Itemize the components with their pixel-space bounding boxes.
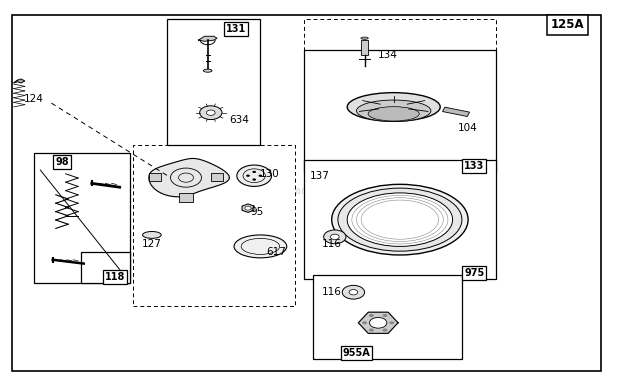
Text: 634: 634 <box>229 115 249 125</box>
Text: 116: 116 <box>322 287 342 297</box>
Ellipse shape <box>368 107 419 121</box>
Circle shape <box>324 230 346 244</box>
Text: 975: 975 <box>464 268 484 278</box>
Circle shape <box>330 234 339 240</box>
Circle shape <box>259 175 262 177</box>
Text: 130: 130 <box>260 169 280 179</box>
Circle shape <box>369 329 374 332</box>
Text: 131: 131 <box>226 24 246 34</box>
Circle shape <box>349 290 358 295</box>
Text: 118: 118 <box>105 272 125 282</box>
Circle shape <box>389 321 394 324</box>
Text: eReplacementParts.com: eReplacementParts.com <box>219 186 339 196</box>
Circle shape <box>237 165 272 186</box>
Polygon shape <box>149 159 229 197</box>
Bar <box>81 252 130 283</box>
Text: 124: 124 <box>24 94 44 104</box>
Circle shape <box>383 329 388 332</box>
Circle shape <box>252 171 256 173</box>
Text: 137: 137 <box>309 171 329 181</box>
Bar <box>167 19 260 145</box>
Bar <box>304 19 496 172</box>
Ellipse shape <box>332 185 468 255</box>
Ellipse shape <box>203 69 212 72</box>
Text: 133: 133 <box>464 161 484 171</box>
Circle shape <box>369 314 374 317</box>
Bar <box>443 107 469 117</box>
Bar <box>211 173 223 181</box>
Text: 125A: 125A <box>551 18 584 31</box>
Circle shape <box>200 106 222 120</box>
Ellipse shape <box>347 93 440 121</box>
Circle shape <box>206 110 215 115</box>
Polygon shape <box>242 204 254 212</box>
Circle shape <box>383 314 388 317</box>
Bar <box>34 153 130 283</box>
Bar <box>304 50 496 172</box>
Text: 127: 127 <box>142 240 162 249</box>
Text: 116: 116 <box>322 240 342 249</box>
Bar <box>361 40 368 55</box>
Ellipse shape <box>361 37 368 39</box>
Circle shape <box>362 321 367 324</box>
Circle shape <box>252 178 256 181</box>
Text: 617: 617 <box>266 247 286 257</box>
Circle shape <box>370 317 387 328</box>
Bar <box>304 160 496 279</box>
Ellipse shape <box>338 188 462 251</box>
Ellipse shape <box>234 235 286 258</box>
Text: 104: 104 <box>458 123 478 133</box>
Bar <box>133 145 294 306</box>
Polygon shape <box>14 79 25 83</box>
Ellipse shape <box>143 231 161 238</box>
Circle shape <box>342 285 365 299</box>
Circle shape <box>246 175 250 177</box>
Ellipse shape <box>347 193 453 246</box>
Bar <box>149 173 161 181</box>
Text: 95: 95 <box>250 207 264 217</box>
Text: 98: 98 <box>55 157 69 167</box>
Circle shape <box>245 206 251 210</box>
Polygon shape <box>198 36 217 41</box>
Bar <box>179 193 193 202</box>
Text: 955A: 955A <box>343 348 370 358</box>
Bar <box>313 275 462 359</box>
Polygon shape <box>358 312 398 333</box>
Ellipse shape <box>356 100 431 121</box>
Text: 134: 134 <box>378 50 397 60</box>
